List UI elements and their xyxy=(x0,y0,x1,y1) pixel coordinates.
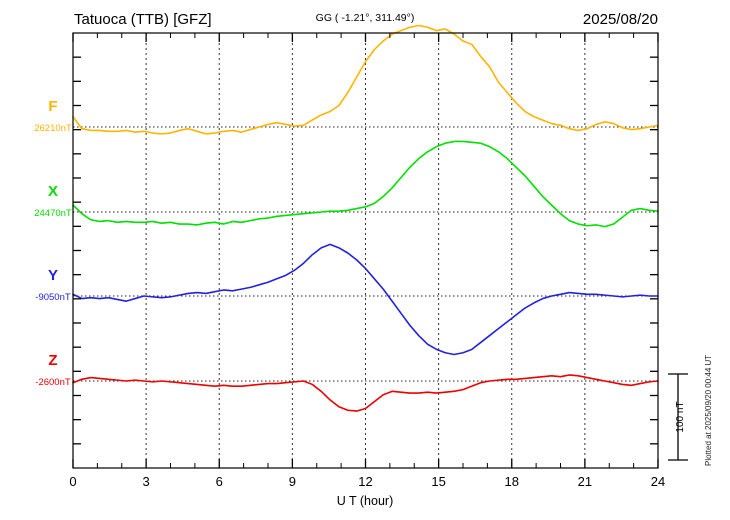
observation-date: 2025/08/20 xyxy=(583,11,658,28)
component-letter-z: Z xyxy=(48,352,57,369)
trace-curves xyxy=(72,24,659,412)
page-title: Tatuoca (TTB) [GFZ] xyxy=(74,11,212,28)
component-baseline-y: -9050nT xyxy=(35,292,71,303)
component-letter-x: X xyxy=(48,183,58,200)
scale-bar-label: 100 nT xyxy=(675,401,686,432)
scale-bar: 100 nT xyxy=(668,373,688,461)
x-tick-label: 3 xyxy=(143,474,150,489)
x-tick-label: 24 xyxy=(651,474,665,489)
x-tick-label: 12 xyxy=(358,474,372,489)
component-letter-f: F xyxy=(48,98,57,115)
component-baseline-x: 24470nT xyxy=(34,208,72,219)
trace-x xyxy=(72,140,659,228)
geographic-coordinates: GG ( -1.21°, 311.49°) xyxy=(316,12,415,24)
x-tick-label: 18 xyxy=(505,474,519,489)
x-tick-label: 15 xyxy=(431,474,445,489)
trace-y xyxy=(72,243,659,356)
x-tick-label: 9 xyxy=(289,474,296,489)
x-axis-tick-labels: 0 3 6 9 12 15 18 21 24 xyxy=(69,474,665,489)
trace-f xyxy=(72,24,659,135)
x-axis-title: U T (hour) xyxy=(337,494,394,508)
axis-ticks xyxy=(72,33,659,468)
x-tick-label: 0 xyxy=(69,474,76,489)
component-baselines xyxy=(73,126,658,382)
component-baseline-f: 26210nT xyxy=(34,123,72,134)
plotted-timestamp: Plotted at 2025/09/20 00:44 UT xyxy=(704,355,713,466)
component-baseline-z: -2600nT xyxy=(35,377,71,388)
trace-z xyxy=(72,374,659,412)
component-labels: F 26210nT X 24470nT Y -9050nT Z -2600nT xyxy=(34,98,72,388)
x-tick-label: 6 xyxy=(216,474,223,489)
component-letter-y: Y xyxy=(48,267,58,284)
x-tick-label: 21 xyxy=(578,474,592,489)
